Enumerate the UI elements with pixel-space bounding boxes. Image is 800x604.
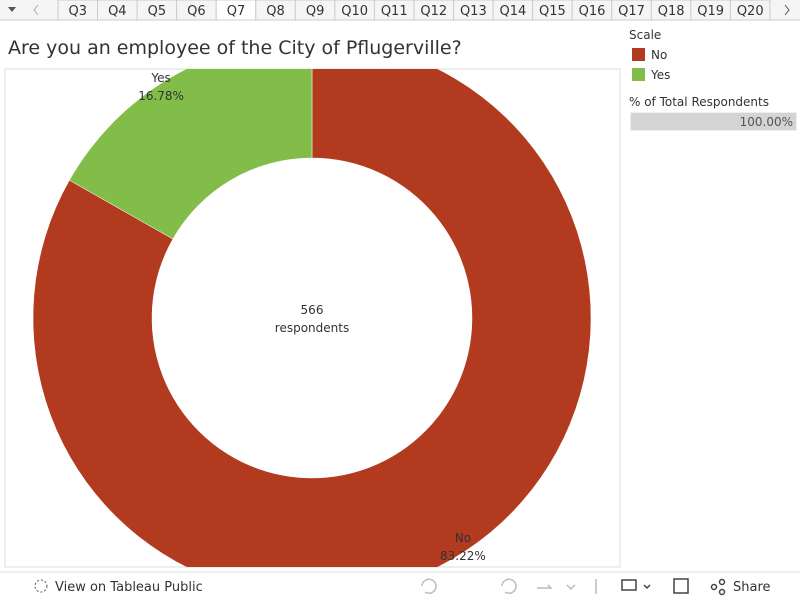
legend: No Yes xyxy=(632,48,670,82)
size-legend-label: 100.00% xyxy=(740,115,793,129)
footer-view[interactable]: View on Tableau Public xyxy=(34,579,203,595)
size-legend-title: % of Total Respondents xyxy=(629,95,769,109)
tab-label[interactable]: Q17 xyxy=(618,4,645,19)
tab[interactable] xyxy=(729,0,771,21)
tab-label[interactable]: Q8 xyxy=(266,4,285,19)
donut xyxy=(32,69,592,567)
view-link[interactable]: View on Tableau Public xyxy=(55,580,203,595)
tab-label[interactable]: Q15 xyxy=(539,4,566,19)
tab-label[interactable]: Q20 xyxy=(737,4,764,19)
toolbar-icons xyxy=(421,578,597,594)
legend-title: Scale xyxy=(629,28,661,42)
tab-prev[interactable] xyxy=(33,4,39,16)
donut-slice xyxy=(32,69,592,567)
tab-label[interactable]: Q13 xyxy=(460,4,487,19)
tab-label[interactable]: Q3 xyxy=(69,4,88,19)
slice-value: 16.78% xyxy=(138,89,184,103)
slice-category: No xyxy=(455,531,471,545)
tab-label[interactable]: Q14 xyxy=(499,4,526,19)
tab-label[interactable]: Q10 xyxy=(341,4,368,19)
tab-label[interactable]: Q4 xyxy=(108,4,127,19)
legend-label[interactable]: No xyxy=(651,48,667,62)
tab-label[interactable]: Q5 xyxy=(148,4,167,19)
tab-label[interactable]: Q12 xyxy=(420,4,447,19)
size-legend xyxy=(631,113,796,130)
legend-swatch[interactable] xyxy=(632,68,645,81)
center-value: 566 xyxy=(301,303,324,317)
share-button[interactable]: Share xyxy=(733,580,771,595)
legend-swatch[interactable] xyxy=(632,48,645,61)
tabs: Q3 Q4 Q5 Q6 Q7 Q8 Q9 Q10 Q11 Q12 Q13 Q14 Q15 Q16 Q17 Q1… xyxy=(57,0,771,21)
chart-title: Are you an employee of the City of Pflug… xyxy=(8,37,462,59)
tab-label[interactable]: Q18 xyxy=(658,4,685,19)
center-text: respondents xyxy=(275,321,349,335)
slice-value: 83.22% xyxy=(440,549,486,563)
legend-label[interactable]: Yes xyxy=(650,68,670,82)
size-legend-bar xyxy=(631,113,796,130)
tab-label[interactable]: Q16 xyxy=(579,4,606,19)
tab-label[interactable]: Q6 xyxy=(187,4,206,19)
tab-label[interactable]: Q11 xyxy=(381,4,408,19)
slice-category: Yes xyxy=(150,71,170,85)
tab-label[interactable]: Q9 xyxy=(306,4,325,19)
tab-label[interactable]: Q19 xyxy=(697,4,724,19)
tab-label[interactable]: Q7 xyxy=(227,4,246,19)
tab-menu[interactable] xyxy=(8,7,16,12)
donut-slice xyxy=(69,69,313,240)
share-icons[interactable] xyxy=(621,578,726,596)
tab-next[interactable] xyxy=(784,4,790,16)
